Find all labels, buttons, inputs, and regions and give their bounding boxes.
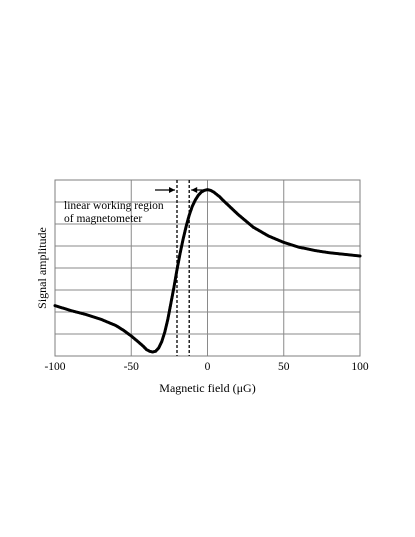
left-arrow-head — [169, 187, 175, 193]
x-tick-label: 0 — [205, 361, 211, 373]
x-tick-label: -50 — [124, 361, 140, 373]
x-tick-label: 50 — [278, 361, 290, 373]
plot-frame — [54, 179, 361, 357]
x-tick-label: 100 — [351, 361, 369, 373]
annotation-line-2: of magnetometer — [64, 213, 142, 225]
y-axis-label: Signal amplitude — [35, 227, 49, 309]
x-tick-label: -100 — [44, 361, 65, 373]
right-arrow-head — [191, 187, 198, 193]
annotation-line-1: linear working region — [64, 200, 164, 212]
data-point — [358, 254, 362, 258]
data-series — [53, 188, 362, 354]
x-tick-labels: -100 -50 0 50 100 — [44, 361, 368, 373]
x-axis-label: Magnetic field (μG) — [159, 381, 255, 395]
